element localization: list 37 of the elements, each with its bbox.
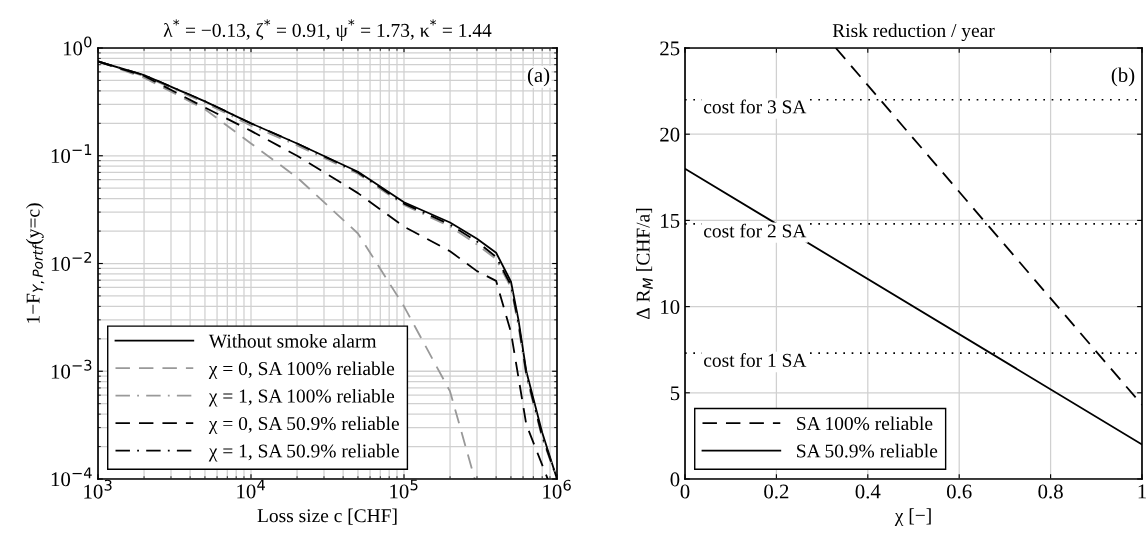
x-tick-label: 0.6 (946, 484, 972, 499)
y-axis-title: Δ R$_{M}$ [CHF/a] (636, 208, 653, 320)
legend-label: Without smoke alarm (208, 333, 377, 348)
x-axis-title: χ [−] (894, 508, 931, 526)
y-tick-label: 10$^{0}$ (63, 36, 92, 56)
x-tick-label: 10$^{5}$ (390, 479, 418, 499)
annotation: (a) (527, 67, 550, 87)
x-tick-label: 10$^{6}$ (543, 479, 571, 499)
chart-title: λ$^{*}$ = −0.13, ζ$^{*}$ = 0.91, ψ$^{*}$ = 1.73, κ$^{*}$ = 1.44 (163, 19, 492, 41)
y-tick-label: 10$^{−1}$ (51, 144, 92, 164)
x-tick-label: 10$^{4}$ (237, 479, 265, 499)
legend-label: χ = 1, SA 100% reliable (208, 388, 395, 407)
y-tick-label: 5 (670, 386, 680, 401)
y-tick-label: 15 (661, 213, 680, 228)
y-tick-label: 25 (660, 41, 680, 56)
x-tick-label: 1 (1138, 484, 1146, 499)
x-tick-label: 0.4 (855, 484, 881, 499)
x-axis-title: Loss size c [CHF] (257, 508, 397, 525)
chart-title: Risk reduction / year (832, 23, 995, 42)
ref-line-label: cost for 2 SA (704, 223, 807, 238)
legend-label: χ = 0, SA 50.9% reliable (208, 416, 399, 435)
legend-label: SA 100% reliable (797, 416, 933, 431)
y-tick-label: 20 (660, 127, 680, 142)
x-tick-label: 0.2 (764, 484, 789, 499)
y-axis-title: 1−F$_{Y,Portf}$(y=c) (25, 203, 45, 323)
x-tick-label: 0 (680, 484, 690, 499)
x-tick-label: 0.8 (1038, 484, 1063, 499)
ref-line-label: cost for 3 SA (704, 99, 807, 114)
legend-label: χ = 0, SA 100% reliable (208, 361, 395, 380)
y-tick-label: 10 (661, 299, 680, 315)
legend-label: SA 50.9% reliable (797, 443, 938, 458)
y-tick-label: 10$^{−2}$ (51, 251, 92, 271)
ref-line-label: cost for 1 SA (704, 352, 807, 367)
y-tick-label: 10$^{−3}$ (51, 359, 92, 379)
annotation: (b) (1111, 67, 1135, 87)
x-tick-label: 10$^{3}$ (84, 479, 112, 499)
legend-label: χ = 1, SA 50.9% reliable (208, 443, 399, 462)
